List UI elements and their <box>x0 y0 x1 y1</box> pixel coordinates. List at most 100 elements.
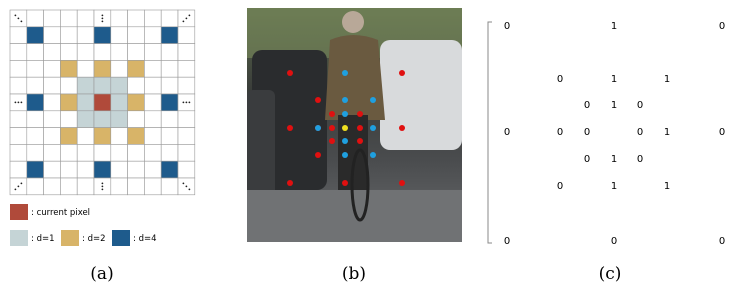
grid-cell <box>94 60 111 77</box>
grid-cell <box>178 111 195 128</box>
grid-cell <box>94 94 111 111</box>
ellipsis-dot <box>186 18 188 20</box>
grid-cell <box>10 128 27 145</box>
panel-caption: (c) <box>599 264 622 284</box>
grid-cell <box>178 77 195 94</box>
red-point <box>329 125 335 131</box>
legend-swatch <box>10 204 28 220</box>
grid-cell <box>77 178 94 195</box>
grid-cell <box>77 60 94 77</box>
grid-cell <box>60 77 77 94</box>
red-point <box>287 70 293 76</box>
grid-cell <box>44 144 61 161</box>
grid-cell <box>44 44 61 61</box>
blue-point <box>370 125 376 131</box>
matrix-bracket <box>488 22 492 243</box>
panel-caption: (a) <box>90 264 113 284</box>
grid-cell <box>44 10 61 27</box>
grid-cell <box>10 161 27 178</box>
grid-cell <box>44 178 61 195</box>
grid-cell <box>128 77 145 94</box>
ellipsis-dot <box>21 102 23 104</box>
grid-cell <box>128 27 145 44</box>
ellipsis-dot <box>102 186 104 188</box>
grid-cell <box>161 27 178 44</box>
ellipsis-dot <box>186 102 188 104</box>
grid-cell <box>27 60 44 77</box>
grid-cell <box>10 77 27 94</box>
red-point <box>399 180 405 186</box>
grid-cell <box>27 144 44 161</box>
neighborhood-grid <box>10 10 195 195</box>
grid-cell <box>111 60 128 77</box>
red-point <box>287 180 293 186</box>
grid-cell <box>128 178 145 195</box>
blue-point <box>342 70 348 76</box>
ellipsis-dot <box>183 102 185 104</box>
photo <box>247 8 462 242</box>
grid-cell <box>94 128 111 145</box>
grid-cell <box>27 94 44 111</box>
grid-cell <box>60 144 77 161</box>
matrix-entry: 0 <box>719 21 725 32</box>
matrix-entry: 0 <box>584 154 590 165</box>
grid-cell <box>94 161 111 178</box>
matrix-entry: 0 <box>719 127 725 138</box>
grid-cell <box>44 77 61 94</box>
ellipsis-dot <box>183 21 185 23</box>
ellipsis-dot <box>183 183 185 185</box>
grid-cell <box>128 60 145 77</box>
grid-cell <box>60 10 77 27</box>
grid-cell <box>144 128 161 145</box>
matrix-entry: 1 <box>664 127 670 138</box>
ellipsis-dot <box>18 102 20 104</box>
ellipsis-dot <box>102 183 104 185</box>
grid-cell <box>161 44 178 61</box>
grid-cell <box>77 27 94 44</box>
grid-cell <box>77 44 94 61</box>
grid-cell <box>111 128 128 145</box>
grid-cell <box>44 111 61 128</box>
grid-cell <box>77 111 94 128</box>
ellipsis-dot <box>189 102 191 104</box>
red-point <box>315 152 321 158</box>
ellipsis-dot <box>15 189 17 191</box>
grid-cell <box>111 10 128 27</box>
grid-cell <box>144 94 161 111</box>
red-point <box>287 125 293 131</box>
blue-point <box>342 138 348 144</box>
blue-point <box>370 97 376 103</box>
legend-swatch <box>112 230 130 246</box>
figure: : current pixel: d=1: d=2: d=4 010011010… <box>0 0 735 293</box>
center-point <box>342 125 348 131</box>
matrix-entry: 1 <box>611 74 617 85</box>
grid-cell <box>10 44 27 61</box>
grid-cell <box>27 128 44 145</box>
grid-cell <box>111 77 128 94</box>
legend-label: : d=1 <box>31 234 55 244</box>
red-point <box>329 138 335 144</box>
grid-cell <box>178 161 195 178</box>
ellipsis-dot <box>18 18 20 20</box>
matrix-entry: 1 <box>611 21 617 32</box>
ellipsis-dot <box>102 18 104 20</box>
grid-cell <box>94 44 111 61</box>
grid-cell <box>94 27 111 44</box>
grid-cell <box>144 111 161 128</box>
grid-cell <box>128 128 145 145</box>
grid-cell <box>144 144 161 161</box>
grid-cell <box>128 44 145 61</box>
grid-cell <box>27 44 44 61</box>
red-point <box>357 125 363 131</box>
grid-cell <box>161 161 178 178</box>
grid-cell <box>44 60 61 77</box>
red-point <box>342 180 348 186</box>
matrix-entry: 0 <box>504 127 510 138</box>
ellipsis-dot <box>189 15 191 17</box>
matrix-entry: 0 <box>584 100 590 111</box>
matrix-entry: 1 <box>611 100 617 111</box>
legend: : current pixel: d=1: d=2: d=4 <box>10 204 157 246</box>
grid-cell <box>60 178 77 195</box>
legend-label: : current pixel <box>31 208 90 218</box>
captions: (a)(b)(c) <box>90 264 621 284</box>
